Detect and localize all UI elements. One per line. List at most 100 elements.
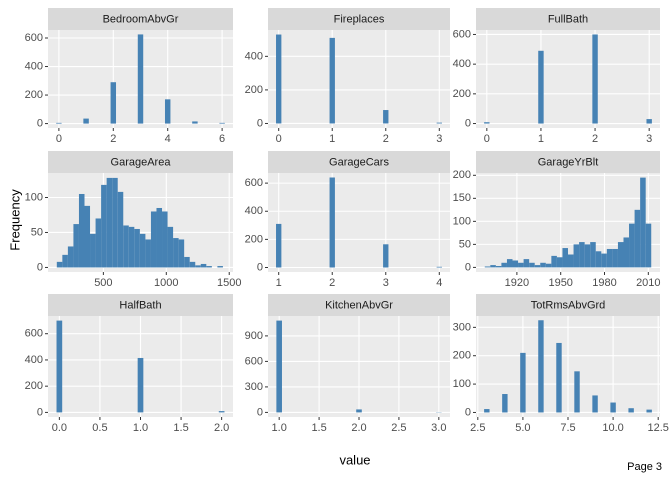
bar <box>219 122 225 124</box>
x-tick-label: 1.5 <box>311 422 326 434</box>
bar <box>156 207 163 268</box>
panel <box>268 30 450 128</box>
y-tick-label: 400 <box>453 58 471 70</box>
y-tick-label: 200 <box>245 84 263 96</box>
y-tick-label: 0 <box>465 406 471 418</box>
x-tick-label: 3.0 <box>431 422 446 434</box>
x-tick-label: 2 <box>110 133 116 145</box>
y-tick-label: 200 <box>453 88 471 100</box>
bar <box>556 342 562 413</box>
x-tick-label: 2.0 <box>351 422 366 434</box>
page-note: Page 3 <box>627 461 662 473</box>
y-tick-label: 300 <box>453 321 471 333</box>
bar <box>73 224 79 268</box>
bar <box>556 257 563 268</box>
bar <box>484 122 490 124</box>
bar <box>173 238 179 268</box>
strip-title: HalfBath <box>119 299 161 311</box>
x-tick-label: 2 <box>329 277 335 289</box>
bar <box>495 266 502 268</box>
bar <box>617 242 624 268</box>
bar <box>436 266 442 268</box>
bar <box>218 411 225 413</box>
strip-title: GarageYrBlt <box>538 156 599 168</box>
x-tick-label: 1980 <box>592 277 616 289</box>
strip <box>48 294 233 316</box>
bar <box>139 233 146 268</box>
x-tick-label: 1.0 <box>133 422 148 434</box>
strip-title: KitchenAbvGr <box>325 299 393 311</box>
y-tick-label: 600 <box>245 355 263 367</box>
y-tick-label: 300 <box>245 381 263 393</box>
y-tick-label: 0 <box>257 117 263 129</box>
strip-title: GarageCars <box>329 156 389 168</box>
bar <box>545 263 552 268</box>
bar <box>562 248 568 268</box>
y-tick-label: 50 <box>31 226 43 238</box>
bar <box>634 209 641 268</box>
bar <box>628 408 634 413</box>
y-tick-label: 0 <box>257 406 263 418</box>
y-tick-label: 200 <box>453 169 471 181</box>
strip-title: Fireplaces <box>334 13 385 25</box>
bar <box>117 191 124 268</box>
bar <box>523 259 530 268</box>
x-tick-label: 2 <box>383 133 389 145</box>
y-tick-label: 400 <box>245 50 263 62</box>
bar <box>484 409 490 413</box>
strip <box>48 151 233 173</box>
strip-title: GarageArea <box>111 156 172 168</box>
strip <box>476 151 660 173</box>
x-tick-label: 500 <box>94 277 112 289</box>
x-tick-label: 5.0 <box>515 422 530 434</box>
bar <box>646 409 652 413</box>
y-tick-label: 100 <box>25 191 43 203</box>
strip <box>268 8 450 30</box>
bar <box>110 82 117 124</box>
bar <box>162 211 168 268</box>
x-tick-label: 3 <box>436 133 442 145</box>
y-tick-label: 200 <box>25 380 43 392</box>
x-tick-label: 1920 <box>505 277 529 289</box>
bar <box>551 255 557 268</box>
y-tick-label: 150 <box>453 192 471 204</box>
bar <box>538 320 544 413</box>
bar <box>534 265 541 268</box>
y-tick-label: 50 <box>459 238 471 250</box>
x-tick-label: 0 <box>56 133 62 145</box>
bar <box>184 256 190 268</box>
panel <box>476 30 660 128</box>
bar <box>276 34 282 124</box>
bar <box>276 320 282 413</box>
y-tick-label: 900 <box>245 330 263 342</box>
y-tick-label: 0 <box>465 117 471 129</box>
bar <box>540 262 546 268</box>
bar <box>573 244 580 268</box>
bar <box>276 223 282 268</box>
strip <box>268 151 450 173</box>
bar <box>150 211 157 268</box>
x-tick-label: 3 <box>646 133 652 145</box>
strip <box>268 294 450 316</box>
x-tick-label: 1.0 <box>272 422 287 434</box>
bar <box>623 237 630 268</box>
bar <box>56 261 63 268</box>
y-tick-label: 0 <box>257 261 263 273</box>
bar <box>606 248 613 268</box>
y-tick-label: 0 <box>37 261 43 273</box>
x-tick-label: 2010 <box>636 277 660 289</box>
bar <box>123 225 129 268</box>
x-tick-label: 1500 <box>217 277 241 289</box>
bar <box>520 352 526 413</box>
y-tick-label: 600 <box>25 32 43 44</box>
bar <box>112 177 118 268</box>
bar <box>612 248 618 268</box>
bar <box>134 228 140 268</box>
strip <box>48 8 233 30</box>
y-tick-label: 400 <box>25 354 43 366</box>
bar <box>189 261 196 268</box>
bar <box>436 122 442 124</box>
strip-title: FullBath <box>548 13 588 25</box>
bar <box>178 239 185 268</box>
